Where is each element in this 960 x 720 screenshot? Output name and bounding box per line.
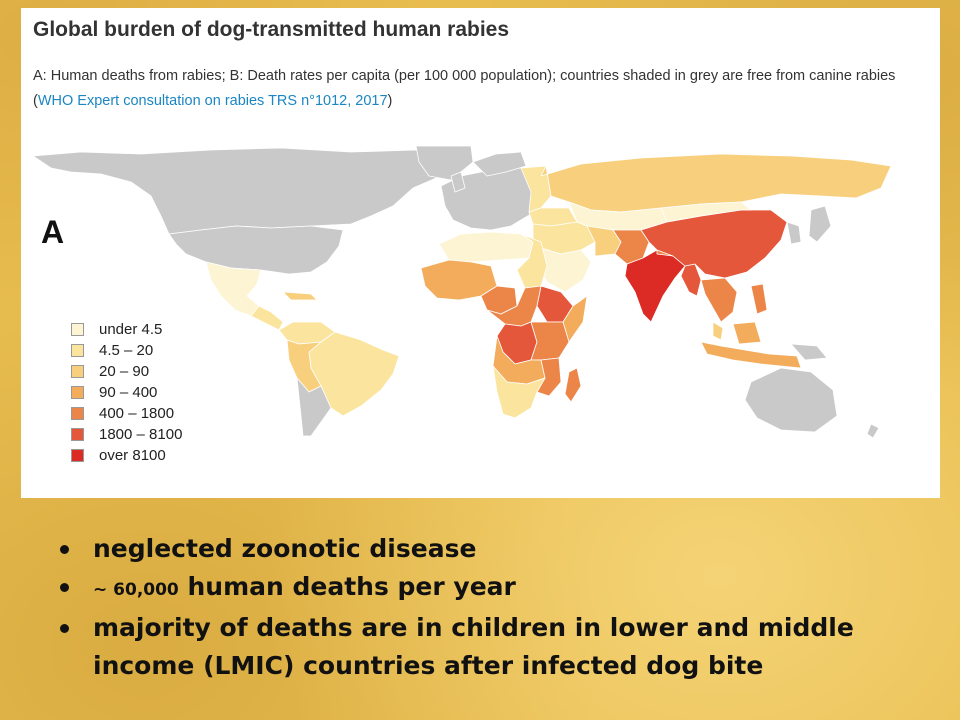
bullet-item: ~ 60,000 human deaths per year [60, 568, 940, 609]
bullet-text: neglected zoonotic disease [93, 534, 477, 563]
map-scandinavia [472, 151, 527, 177]
map-new-zealand [866, 423, 880, 438]
legend-item: 1800 – 8100 [71, 424, 182, 445]
legend-swatch [71, 428, 84, 441]
legend-swatch [71, 365, 84, 378]
map-madagascar [564, 367, 582, 403]
map-usa [168, 225, 344, 275]
legend-label: 90 – 400 [99, 384, 158, 401]
deaths-count: ~ 60,000 [93, 580, 179, 600]
map-malaysia [712, 321, 724, 341]
legend-item: 20 – 90 [71, 361, 182, 382]
legend-swatch [71, 386, 84, 399]
map-korea-japan [786, 205, 832, 245]
map-caribbean [282, 291, 318, 301]
map-india [624, 249, 686, 323]
map-uk [450, 171, 466, 193]
legend-item: 4.5 – 20 [71, 340, 182, 361]
map-alaska-canada [32, 147, 452, 235]
legend-label: over 8100 [99, 447, 166, 464]
bullet-dot [60, 583, 69, 592]
map-borneo [732, 321, 762, 345]
legend-label: 20 – 90 [99, 363, 150, 380]
map-philippines [750, 283, 768, 315]
legend-item: 400 – 1800 [71, 403, 182, 424]
map-indochina [700, 277, 738, 323]
map-peru-bolivia [286, 339, 322, 393]
map-central-america [250, 305, 284, 331]
bullet-dot [60, 545, 69, 554]
map-southern-cone [296, 377, 332, 437]
bullet-text: majority of deaths are in children in lo… [93, 613, 854, 680]
world-rabies-map [32, 146, 892, 438]
panel-letter-a: A [41, 214, 65, 250]
map-mongolia [660, 201, 752, 223]
map-new-guinea [790, 343, 828, 361]
legend-swatch [71, 407, 84, 420]
figure-panel: Global burden of dog-transmitted human r… [21, 8, 940, 498]
map-north-africa [438, 231, 534, 263]
figure-title: Global burden of dog-transmitted human r… [33, 18, 510, 41]
legend-swatch [71, 323, 84, 336]
legend-item: under 4.5 [71, 319, 182, 340]
legend-item: 90 – 400 [71, 382, 182, 403]
legend-swatch [71, 449, 84, 462]
caption-end: ) [387, 93, 393, 109]
map-southern-africa [492, 365, 546, 419]
legend-label: 1800 – 8100 [99, 426, 183, 443]
legend-item: over 8100 [71, 445, 182, 466]
legend-label: 4.5 – 20 [99, 342, 154, 359]
bullet-list: neglected zoonotic disease ~ 60,000 huma… [60, 530, 940, 685]
legend-swatch [71, 344, 84, 357]
map-mexico [205, 261, 262, 317]
legend-label: 400 – 1800 [99, 405, 175, 422]
map-greenland [415, 146, 474, 181]
who-source-link[interactable]: WHO Expert consultation on rabies TRS n°… [37, 93, 388, 109]
map-legend: under 4.5 4.5 – 20 20 – 90 90 – 400 400 … [71, 319, 182, 466]
bullet-item: majority of deaths are in children in lo… [60, 609, 940, 685]
caption-text: A: Human deaths from rabies; B: Death ra… [33, 68, 896, 109]
bullet-text: human deaths per year [178, 572, 516, 601]
bullet-item: neglected zoonotic disease [60, 530, 940, 568]
bullet-dot [60, 624, 69, 633]
map-indonesia [700, 341, 802, 369]
map-bangladesh-myanmar [680, 263, 702, 297]
figure-caption: A: Human deaths from rabies; B: Death ra… [33, 64, 913, 114]
map-east-africa [530, 321, 570, 361]
map-australia [744, 367, 838, 433]
legend-label: under 4.5 [99, 321, 163, 338]
map-somalia [562, 295, 588, 343]
